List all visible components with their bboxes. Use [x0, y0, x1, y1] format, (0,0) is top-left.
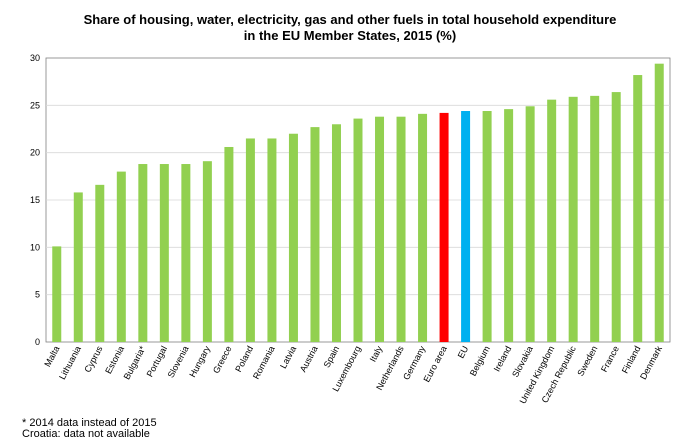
- bar-netherlands: [396, 116, 406, 342]
- bar-eu: [461, 111, 471, 342]
- bar-slovakia: [525, 106, 535, 342]
- x-tick-label-spain: Spain: [322, 344, 342, 369]
- y-tick-labels: 0 5 10 15 20 25 30: [30, 53, 40, 347]
- x-tick-label-greece: Greece: [211, 344, 234, 375]
- x-tick-label-malta: Malta: [42, 344, 61, 368]
- bar-ireland: [504, 109, 514, 343]
- bar-lithuania: [73, 192, 83, 342]
- y-tick-label-10: 10: [30, 242, 40, 252]
- footnote-croatia: Croatia: data not available: [22, 428, 150, 440]
- x-tick-label-poland: Poland: [233, 344, 255, 373]
- y-tick-label-5: 5: [35, 290, 40, 300]
- chart-title-line-1: Share of housing, water, electricity, ga…: [83, 12, 617, 27]
- bar-denmark: [654, 63, 664, 343]
- chart-title-line-2: in the EU Member States, 2015 (%): [243, 28, 457, 43]
- x-tick-label-hungary: Hungary: [187, 344, 212, 379]
- bar-greece: [224, 146, 234, 342]
- bar-poland: [245, 138, 255, 342]
- bar-romania: [267, 138, 277, 342]
- y-tick-label-30: 30: [30, 53, 40, 63]
- bar-latvia: [288, 133, 298, 342]
- x-tick-label-eu: EU: [456, 344, 471, 360]
- footnote-2014-data: * 2014 data instead of 2015: [22, 417, 157, 429]
- bar-luxembourg: [353, 118, 363, 342]
- bar-malta: [52, 246, 62, 342]
- bar-sweden: [590, 95, 600, 343]
- x-tick-label-france: France: [599, 344, 621, 373]
- bar-slovenia: [181, 164, 191, 342]
- y-tick-label-15: 15: [30, 195, 40, 205]
- y-tick-label-25: 25: [30, 100, 40, 110]
- bar-belgium: [482, 111, 492, 342]
- bar-germany: [418, 113, 428, 342]
- bar-hungary: [202, 161, 212, 342]
- x-tick-label-cyprus: Cyprus: [82, 344, 104, 374]
- bar-estonia: [116, 171, 126, 342]
- bar-portugal: [159, 164, 169, 342]
- x-tick-label-sweden: Sweden: [575, 344, 599, 377]
- x-tick-label-austria: Austria: [298, 344, 320, 373]
- bar-france: [611, 92, 621, 342]
- x-tick-label-belgium: Belgium: [468, 344, 492, 377]
- bar-bulgaria: [138, 164, 148, 342]
- x-tick-label-italy: Italy: [368, 344, 385, 364]
- x-tick-label-estonia: Estonia: [103, 344, 126, 375]
- bar-finland: [633, 75, 643, 342]
- bar-series: [52, 63, 664, 343]
- bar-euro-area: [439, 112, 449, 342]
- bar-spain: [331, 124, 341, 343]
- bar-czech-republic: [568, 96, 578, 342]
- x-tick-label-finland: Finland: [620, 344, 643, 375]
- x-tick-label-romania: Romania: [251, 344, 277, 381]
- y-tick-label-20: 20: [30, 148, 40, 158]
- x-tick-label-latvia: Latvia: [278, 344, 298, 370]
- bar-austria: [310, 127, 320, 342]
- bar-italy: [375, 116, 385, 342]
- x-tick-label-ireland: Ireland: [492, 344, 514, 373]
- bar-cyprus: [95, 184, 105, 342]
- bar-united-kingdom: [547, 99, 557, 343]
- y-tick-label-0: 0: [35, 337, 40, 347]
